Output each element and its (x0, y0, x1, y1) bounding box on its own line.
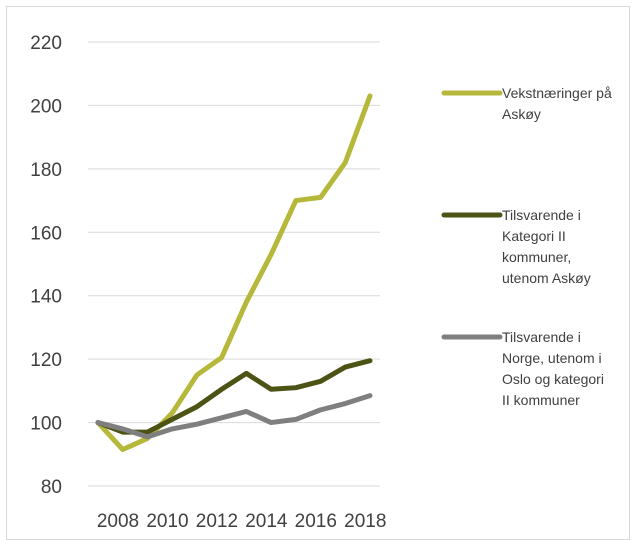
series-line (95, 93, 373, 453)
chart-frame (6, 6, 630, 540)
y-tick-label: 160 (30, 223, 62, 244)
legend-label: Vekstnæringer på (502, 85, 612, 101)
legend-label: Oslo og kategori (502, 371, 604, 387)
y-tick-label: 220 (30, 33, 62, 54)
x-tick-label: 2018 (344, 511, 386, 532)
y-tick-label: 140 (30, 287, 62, 308)
legend-label: Norge, utenom i (502, 350, 602, 366)
x-tick-label: 2008 (97, 511, 139, 532)
legend-label: kommuner, (502, 249, 571, 265)
legend-label: Tilsvarende i (502, 329, 581, 345)
series-lines (95, 93, 373, 453)
legend-label: Kategori II (502, 228, 566, 244)
y-tick-label: 120 (30, 350, 62, 371)
legend: Vekstnæringer på Askøy Tilsvarende i Katego… (441, 85, 612, 408)
series-line (95, 393, 373, 440)
legend-label: II kommuner (502, 392, 580, 408)
legend-label: Tilsvarende i (502, 207, 581, 223)
y-tick-label: 100 (30, 414, 62, 435)
y-tick-label: 180 (30, 160, 62, 181)
y-tick-label: 200 (30, 96, 62, 117)
gridlines (88, 41, 380, 487)
series-line (95, 358, 373, 435)
x-tick-label: 2016 (295, 511, 337, 532)
x-axis-ticks: 2008 2010 2012 2014 2016 2018 (97, 511, 387, 532)
y-tick-label: 80 (41, 477, 62, 498)
x-tick-label: 2012 (196, 511, 238, 532)
y-axis-ticks: 80 100 120 140 160 180 200 220 (30, 33, 62, 498)
legend-label: Askøy (502, 106, 541, 122)
legend-label: utenom Askøy (502, 270, 591, 286)
x-tick-label: 2014 (245, 511, 288, 532)
x-tick-label: 2010 (146, 511, 188, 532)
